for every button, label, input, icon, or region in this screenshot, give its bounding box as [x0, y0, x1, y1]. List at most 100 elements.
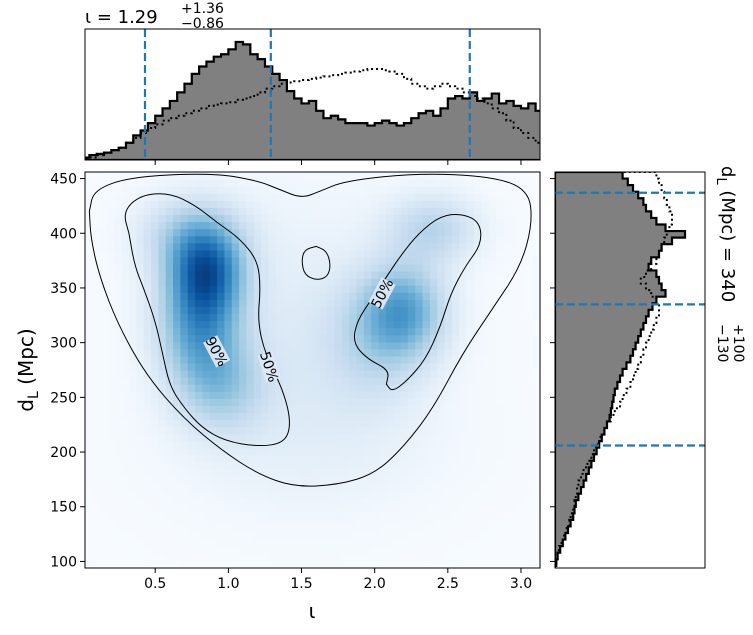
heatmap-cell [495, 461, 504, 470]
heatmap-cell [510, 476, 519, 484]
heatmap-cell [525, 256, 534, 265]
heatmap-cell [451, 440, 460, 449]
heatmap-cell [525, 278, 534, 286]
heatmap-cell [92, 384, 101, 392]
heatmap-cell [283, 249, 292, 258]
heatmap-cell [246, 348, 255, 357]
heatmap-cell [429, 256, 438, 265]
heatmap-cell [532, 249, 540, 258]
heatmap-cell [290, 511, 299, 520]
heatmap-cell [231, 235, 240, 244]
heatmap-cell [121, 193, 130, 201]
heatmap-cell [429, 447, 438, 456]
heatmap-cell [129, 278, 137, 286]
right-quantile-lines [555, 191, 705, 447]
heatmap-cell [275, 249, 284, 258]
heatmap-cell [385, 348, 394, 357]
heatmap-cell [341, 391, 350, 399]
heatmap-cell [187, 560, 196, 568]
heatmap-cell [268, 469, 277, 477]
heatmap-cell [517, 391, 526, 399]
heatmap-cell [253, 454, 262, 463]
heatmap-cell [473, 327, 482, 336]
heatmap-cell [275, 214, 284, 223]
heatmap-cell [385, 362, 394, 371]
heatmap-cell [400, 553, 409, 562]
heatmap-cell [151, 405, 159, 414]
heatmap-cell [481, 249, 490, 258]
heatmap-cell [99, 532, 108, 541]
heatmap-cell [378, 172, 387, 180]
heatmap-cell [422, 490, 431, 498]
heatmap-cell [231, 454, 240, 463]
heatmap-cell [195, 384, 204, 392]
heatmap-cell [312, 412, 321, 421]
heatmap-cell [495, 263, 504, 272]
heatmap-cell [437, 539, 446, 548]
heatmap-cell [187, 249, 196, 258]
heatmap-cell [246, 313, 255, 322]
heatmap-cell [532, 433, 540, 442]
heatmap-cell [290, 391, 299, 399]
heatmap-cell [275, 242, 284, 251]
heatmap-cell [290, 263, 299, 272]
heatmap-cell [466, 504, 475, 513]
heatmap-cell [231, 433, 240, 442]
heatmap-cell [209, 271, 218, 279]
heatmap-cell [305, 327, 314, 336]
heatmap-cell [268, 271, 277, 279]
heatmap-cell [268, 285, 277, 293]
heatmap-cell [217, 377, 226, 385]
heatmap-cell [297, 426, 306, 435]
heatmap-cell [312, 334, 321, 343]
heatmap-cell [107, 242, 115, 251]
heatmap-cell [437, 384, 446, 392]
heatmap-cell [283, 221, 292, 230]
heatmap-cell [532, 186, 540, 194]
heatmap-cell [195, 299, 204, 307]
heatmap-cell [143, 249, 152, 258]
heatmap-cell [158, 546, 167, 555]
heatmap-cell [209, 483, 218, 491]
heatmap-cell [121, 447, 130, 456]
heatmap-cell [459, 228, 468, 237]
heatmap-cell [107, 490, 115, 498]
heatmap-cell [151, 490, 159, 498]
heatmap-cell [349, 384, 358, 392]
heatmap-cell [261, 200, 270, 208]
heatmap-cell [349, 412, 358, 421]
heatmap-cell [415, 193, 424, 201]
heatmap-cell [239, 193, 248, 201]
heatmap-cell [107, 370, 115, 378]
heatmap-cell [231, 256, 240, 265]
heatmap-cell [202, 362, 211, 371]
heatmap-cell [532, 532, 540, 541]
heatmap-cell [341, 278, 350, 286]
heatmap-cell [517, 249, 526, 258]
heatmap-cell [319, 490, 328, 498]
heatmap-cell [217, 518, 226, 527]
heatmap-cell [451, 405, 460, 414]
heatmap-cell [415, 511, 424, 520]
heatmap-cell [349, 553, 358, 562]
heatmap-cell [224, 447, 233, 456]
heatmap-cell [107, 553, 115, 562]
heatmap-cell [341, 405, 350, 414]
heatmap-cell [378, 433, 387, 442]
heatmap-cell [407, 490, 416, 498]
heatmap-cell [341, 327, 350, 336]
heatmap-cell [209, 370, 218, 378]
heatmap-cell [532, 546, 540, 555]
heatmap-cell [158, 377, 167, 385]
heatmap-cell [121, 546, 130, 555]
heatmap-cell [239, 348, 248, 357]
heatmap-cell [268, 398, 277, 406]
heatmap-cell [231, 327, 240, 336]
heatmap-cell [400, 539, 409, 548]
heatmap-cell [151, 186, 159, 194]
heatmap-cell [305, 476, 314, 484]
heatmap-cell [356, 292, 365, 300]
heatmap-cell [378, 560, 387, 568]
heatmap-cell [488, 370, 497, 378]
heatmap-cell [180, 313, 189, 322]
